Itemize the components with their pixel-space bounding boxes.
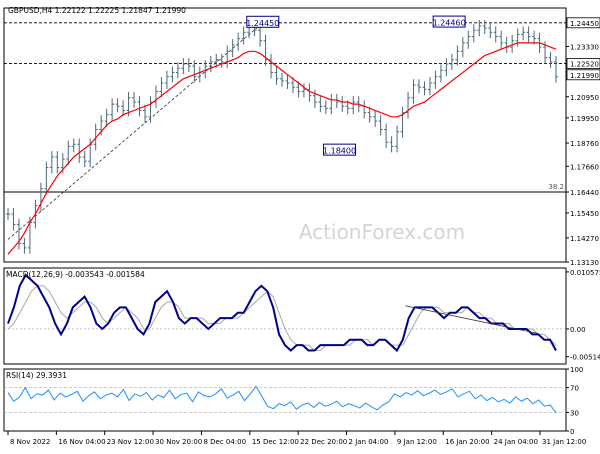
annotation-box (246, 15, 280, 28)
rsi-line (7, 385, 557, 414)
fib-level-label: 38.2 (548, 183, 564, 191)
x-tick-label: 16 Jan 20:00 (445, 438, 489, 446)
rsi-panel-title: RSI(14) 29.3931 (6, 371, 67, 380)
y-tick-label: 1.18760 (570, 140, 599, 148)
y-tick-label: 30 (570, 409, 579, 417)
annotation-label: 1.24460 (433, 19, 466, 28)
price-marker-box (566, 17, 600, 29)
y-tick-label: 1.21990 (570, 72, 599, 80)
panel-frame (3, 368, 567, 432)
y-tick-label: 1.22520 (570, 61, 599, 69)
panel-1 (3, 7, 567, 263)
price-marker-box (566, 58, 600, 69)
y-tick-label: 1.14270 (570, 235, 599, 243)
macd-signal-line (7, 285, 557, 352)
y-tick-label: 0.00 (570, 326, 586, 334)
price-marker-box (566, 69, 600, 81)
y-tick-label: 100 (570, 366, 583, 374)
x-tick-label: 2 Jan 04:00 (349, 438, 389, 446)
x-tick-label: 16 Nov 04:00 (58, 438, 105, 446)
trendline (7, 22, 264, 240)
price-panel-title: GBPUSD,H4 1.22122 1.22225 1.21847 1.2199… (8, 6, 186, 15)
x-tick-label: 15 Dec 12:00 (252, 438, 299, 446)
watermark-text: ActionForex.com (299, 220, 465, 244)
y-tick-label: 1.23330 (570, 43, 599, 51)
annotation-box (432, 15, 466, 28)
y-tick-label: -0.005148 (570, 354, 600, 362)
panel-frame (3, 7, 567, 263)
x-tick-label: 31 Jan 12:00 (542, 438, 586, 446)
y-tick-label: 1.24450 (570, 20, 599, 28)
macd-trendline (405, 305, 537, 334)
x-tick-label: 9 Jan 12:00 (397, 438, 437, 446)
y-tick-label: 1.17660 (570, 163, 599, 171)
y-tick-label: 1.19950 (570, 115, 599, 123)
x-tick-label: 24 Jan 04:00 (494, 438, 538, 446)
x-tick-label: 22 Dec 20:00 (300, 438, 347, 446)
panel-2 (3, 267, 567, 365)
moving-average-line (7, 42, 557, 255)
macd-y-axis: 0.010575 0.00 -0.005148 (566, 269, 600, 362)
y-tick-label: 70 (570, 385, 579, 393)
y-tick-label: 1.15450 (570, 210, 599, 218)
panel-3 (3, 368, 567, 432)
price-panel-content: 38.2 1.24450 1.24460 1.18400 GBPUSD,H4 1.221… (4, 6, 566, 255)
annotation-label: 1.18400 (323, 147, 356, 156)
y-tick-label: 0 (570, 428, 574, 436)
panel-frame (3, 267, 567, 365)
macd-line (7, 273, 557, 353)
rsi-y-axis: 100 70 30 0 (566, 366, 583, 436)
y-tick-label: 0.010575 (570, 269, 600, 277)
annotation-label: 1.24450 (246, 19, 279, 28)
y-tick-label: 1.16440 (570, 189, 599, 197)
x-tick-label: 8 Nov 2022 (10, 438, 50, 446)
x-tick-label: 23 Nov 12:00 (107, 438, 154, 446)
x-tick-label: 30 Nov 20:00 (155, 438, 202, 446)
y-tick-label: 1.13130 (570, 259, 599, 267)
rsi-panel-content: RSI(14) 29.3931 (4, 371, 566, 414)
annotation-box (323, 143, 357, 156)
x-tick-label: 8 Dec 04:00 (203, 438, 246, 446)
price-y-axis: 1.24450 1.23330 1.22520 1.21990 1.20950 1.199… (566, 17, 600, 267)
macd-panel-title: MACD(12,26,9) -0.003543 -0.001584 (6, 270, 145, 279)
macd-panel-content: MACD(12,26,9) -0.003543 -0.001584 (4, 270, 566, 353)
x-axis: 8 Nov 2022 16 Nov 04:00 23 Nov 12:00 30 Nov… (7, 431, 586, 446)
y-tick-label: 1.20950 (570, 94, 599, 102)
